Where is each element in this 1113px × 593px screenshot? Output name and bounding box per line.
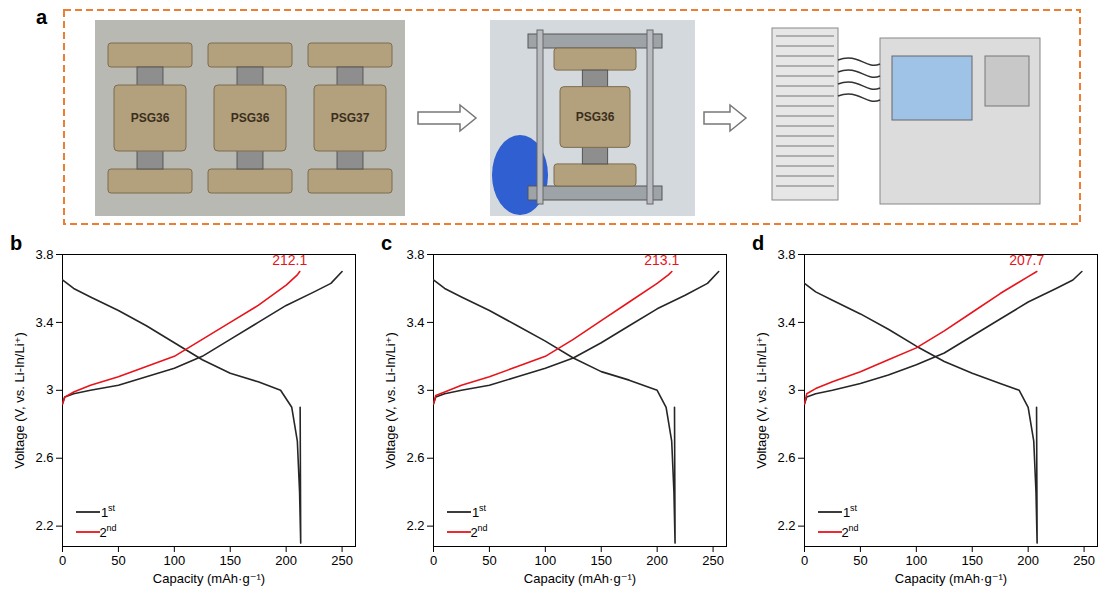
- svg-text:2.2: 2.2: [406, 518, 424, 533]
- svg-text:PSG37: PSG37: [331, 111, 370, 125]
- svg-text:0: 0: [801, 553, 808, 568]
- svg-text:PSG36: PSG36: [576, 110, 615, 124]
- svg-text:Capacity (mAh·g⁻¹): Capacity (mAh·g⁻¹): [895, 571, 1007, 586]
- svg-text:3: 3: [788, 382, 795, 397]
- svg-text:0: 0: [430, 553, 437, 568]
- svg-text:1st: 1st: [843, 503, 858, 520]
- svg-text:3.8: 3.8: [406, 247, 424, 262]
- svg-text:50: 50: [853, 553, 867, 568]
- svg-text:100: 100: [163, 553, 185, 568]
- svg-text:Voltage (V, vs. Li-In/Li⁺): Voltage (V, vs. Li-In/Li⁺): [383, 332, 398, 468]
- html-text:c: c: [381, 232, 393, 254]
- svg-text:3.8: 3.8: [35, 247, 53, 262]
- svg-text:2.2: 2.2: [777, 518, 795, 533]
- html-text:b: b: [10, 232, 23, 254]
- svg-text:1st: 1st: [472, 503, 487, 520]
- svg-text:Voltage (V, vs. Li-In/Li⁺): Voltage (V, vs. Li-In/Li⁺): [12, 332, 27, 468]
- svg-text:150: 150: [219, 553, 241, 568]
- svg-text:3.8: 3.8: [777, 247, 795, 262]
- svg-text:Capacity (mAh·g⁻¹): Capacity (mAh·g⁻¹): [524, 571, 636, 586]
- svg-text:2nd: 2nd: [99, 523, 116, 540]
- svg-text:50: 50: [111, 553, 125, 568]
- svg-text:2.2: 2.2: [35, 518, 53, 533]
- svg-text:200: 200: [275, 553, 297, 568]
- svg-text:150: 150: [590, 553, 612, 568]
- svg-text:1st: 1st: [101, 503, 116, 520]
- svg-text:250: 250: [1073, 553, 1095, 568]
- svg-text:200: 200: [646, 553, 668, 568]
- svg-text:100: 100: [905, 553, 927, 568]
- svg-text:150: 150: [961, 553, 983, 568]
- svg-text:2.6: 2.6: [35, 450, 53, 465]
- svg-text:212.1: 212.1: [272, 252, 307, 268]
- svg-text:3.4: 3.4: [406, 315, 424, 330]
- svg-text:2.6: 2.6: [777, 450, 795, 465]
- svg-text:50: 50: [482, 553, 496, 568]
- svg-text:PSG36: PSG36: [231, 111, 270, 125]
- svg-text:a: a: [36, 6, 48, 28]
- svg-text:100: 100: [534, 553, 556, 568]
- svg-text:200: 200: [1017, 553, 1039, 568]
- svg-text:Voltage (V, vs. Li-In/Li⁺): Voltage (V, vs. Li-In/Li⁺): [754, 332, 769, 468]
- svg-text:3.4: 3.4: [35, 315, 53, 330]
- svg-text:213.1: 213.1: [644, 252, 679, 268]
- svg-text:250: 250: [702, 553, 724, 568]
- svg-text:250: 250: [331, 553, 353, 568]
- svg-text:207.7: 207.7: [1009, 252, 1044, 268]
- svg-text:2nd: 2nd: [841, 523, 858, 540]
- svg-text:2.6: 2.6: [406, 450, 424, 465]
- svg-text:2nd: 2nd: [470, 523, 487, 540]
- html-text:d: d: [752, 232, 765, 254]
- svg-text:Capacity (mAh·g⁻¹): Capacity (mAh·g⁻¹): [153, 571, 265, 586]
- svg-text:PSG36: PSG36: [131, 111, 170, 125]
- svg-text:0: 0: [59, 553, 66, 568]
- svg-text:3: 3: [417, 382, 424, 397]
- svg-text:3.4: 3.4: [777, 315, 795, 330]
- svg-text:3: 3: [46, 382, 53, 397]
